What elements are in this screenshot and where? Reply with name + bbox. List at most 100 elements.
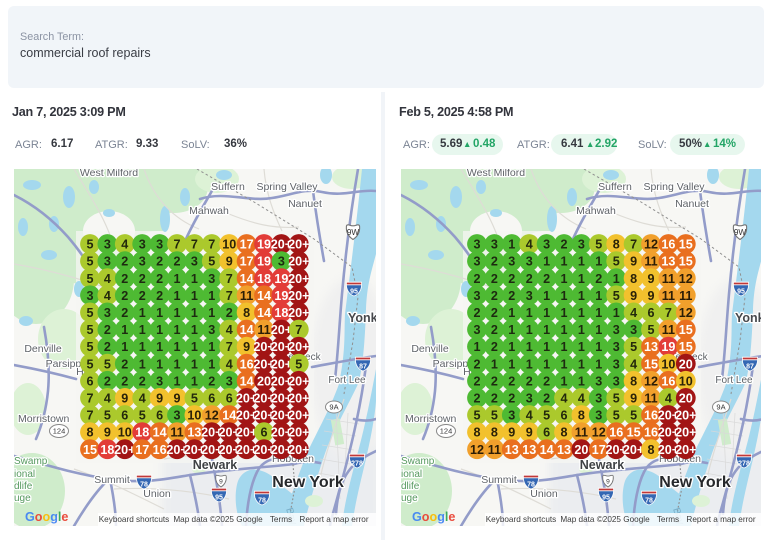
svg-text:3: 3 bbox=[543, 238, 550, 252]
svg-text:2: 2 bbox=[139, 272, 146, 286]
svg-text:3: 3 bbox=[104, 255, 111, 269]
svg-text:2: 2 bbox=[508, 289, 515, 303]
svg-text:20+: 20+ bbox=[675, 409, 696, 423]
svg-text:1: 1 bbox=[543, 289, 550, 303]
svg-text:3: 3 bbox=[526, 289, 533, 303]
svg-text:1: 1 bbox=[578, 272, 585, 286]
svg-text:15: 15 bbox=[644, 357, 658, 371]
svg-text:1: 1 bbox=[139, 357, 146, 371]
svg-text:20+: 20+ bbox=[236, 443, 257, 457]
svg-text:1: 1 bbox=[173, 374, 180, 388]
svg-text:20+: 20+ bbox=[219, 443, 240, 457]
svg-text:4: 4 bbox=[578, 392, 585, 406]
svg-text:8: 8 bbox=[243, 306, 250, 320]
svg-text:5: 5 bbox=[295, 357, 302, 371]
svg-text:3: 3 bbox=[508, 255, 515, 269]
svg-text:2: 2 bbox=[139, 289, 146, 303]
svg-text:1: 1 bbox=[173, 323, 180, 337]
svg-text:3: 3 bbox=[208, 323, 215, 337]
svg-text:7: 7 bbox=[295, 323, 302, 337]
svg-text:8: 8 bbox=[578, 409, 585, 423]
svg-text:1: 1 bbox=[595, 357, 602, 371]
svg-text:1: 1 bbox=[173, 272, 180, 286]
svg-text:1: 1 bbox=[156, 340, 163, 354]
svg-text:20+: 20+ bbox=[271, 443, 292, 457]
svg-text:20+: 20+ bbox=[166, 443, 187, 457]
svg-text:14: 14 bbox=[153, 426, 167, 440]
svg-text:1: 1 bbox=[208, 340, 215, 354]
svg-text:11: 11 bbox=[257, 323, 270, 337]
svg-text:3: 3 bbox=[613, 340, 620, 354]
svg-text:2: 2 bbox=[156, 289, 163, 303]
svg-text:3: 3 bbox=[508, 409, 515, 423]
svg-text:13: 13 bbox=[557, 443, 571, 457]
svg-text:8: 8 bbox=[630, 374, 637, 388]
svg-text:3: 3 bbox=[104, 238, 111, 252]
svg-text:20+: 20+ bbox=[658, 443, 679, 457]
svg-text:7: 7 bbox=[191, 238, 198, 252]
svg-text:15: 15 bbox=[627, 426, 641, 440]
svg-text:1: 1 bbox=[156, 323, 163, 337]
svg-text:1: 1 bbox=[173, 340, 180, 354]
svg-text:20+: 20+ bbox=[288, 443, 309, 457]
svg-text:3: 3 bbox=[104, 306, 111, 320]
svg-text:20+: 20+ bbox=[271, 374, 292, 388]
svg-text:10: 10 bbox=[222, 238, 236, 252]
svg-text:1: 1 bbox=[139, 323, 146, 337]
svg-text:2: 2 bbox=[491, 272, 498, 286]
svg-text:12: 12 bbox=[644, 238, 658, 252]
svg-text:3: 3 bbox=[139, 238, 146, 252]
svg-text:4: 4 bbox=[526, 409, 533, 423]
svg-text:2: 2 bbox=[121, 255, 128, 269]
svg-text:6: 6 bbox=[208, 392, 215, 406]
svg-text:3: 3 bbox=[526, 392, 533, 406]
svg-text:2: 2 bbox=[226, 306, 233, 320]
svg-text:9: 9 bbox=[121, 392, 128, 406]
svg-text:4: 4 bbox=[121, 238, 128, 252]
svg-text:20+: 20+ bbox=[271, 392, 292, 406]
svg-text:2: 2 bbox=[491, 255, 498, 269]
svg-text:2: 2 bbox=[121, 272, 128, 286]
svg-text:11: 11 bbox=[662, 323, 675, 337]
svg-text:10: 10 bbox=[661, 357, 675, 371]
svg-text:14: 14 bbox=[240, 323, 254, 337]
svg-text:1: 1 bbox=[543, 306, 550, 320]
svg-text:3: 3 bbox=[613, 374, 620, 388]
svg-text:1: 1 bbox=[208, 357, 215, 371]
svg-text:8: 8 bbox=[647, 443, 654, 457]
svg-text:2: 2 bbox=[491, 374, 498, 388]
svg-text:1: 1 bbox=[543, 323, 550, 337]
svg-text:20+: 20+ bbox=[219, 426, 240, 440]
svg-text:5: 5 bbox=[473, 409, 480, 423]
svg-text:7: 7 bbox=[173, 238, 180, 252]
svg-text:4: 4 bbox=[630, 306, 637, 320]
svg-text:2: 2 bbox=[508, 392, 515, 406]
svg-text:1: 1 bbox=[595, 340, 602, 354]
svg-text:4: 4 bbox=[226, 357, 233, 371]
svg-text:19: 19 bbox=[661, 340, 675, 354]
svg-text:4: 4 bbox=[560, 392, 567, 406]
svg-text:2: 2 bbox=[121, 374, 128, 388]
svg-text:1: 1 bbox=[508, 340, 515, 354]
svg-text:7: 7 bbox=[86, 392, 93, 406]
svg-text:1: 1 bbox=[156, 306, 163, 320]
svg-text:5: 5 bbox=[86, 357, 93, 371]
svg-text:3: 3 bbox=[595, 392, 602, 406]
svg-text:1: 1 bbox=[191, 272, 198, 286]
svg-text:19: 19 bbox=[257, 255, 271, 269]
svg-text:1: 1 bbox=[508, 238, 515, 252]
svg-text:6: 6 bbox=[226, 392, 233, 406]
svg-text:20+: 20+ bbox=[288, 409, 309, 423]
svg-text:2: 2 bbox=[543, 374, 550, 388]
svg-text:4: 4 bbox=[226, 323, 233, 337]
svg-text:5: 5 bbox=[86, 323, 93, 337]
svg-text:1: 1 bbox=[578, 357, 585, 371]
svg-text:3: 3 bbox=[173, 409, 180, 423]
svg-text:6: 6 bbox=[260, 426, 267, 440]
svg-text:1: 1 bbox=[191, 306, 198, 320]
svg-text:5: 5 bbox=[139, 409, 146, 423]
svg-text:1: 1 bbox=[473, 340, 480, 354]
svg-text:1: 1 bbox=[560, 272, 567, 286]
svg-text:5: 5 bbox=[630, 409, 637, 423]
svg-text:12: 12 bbox=[644, 374, 658, 388]
